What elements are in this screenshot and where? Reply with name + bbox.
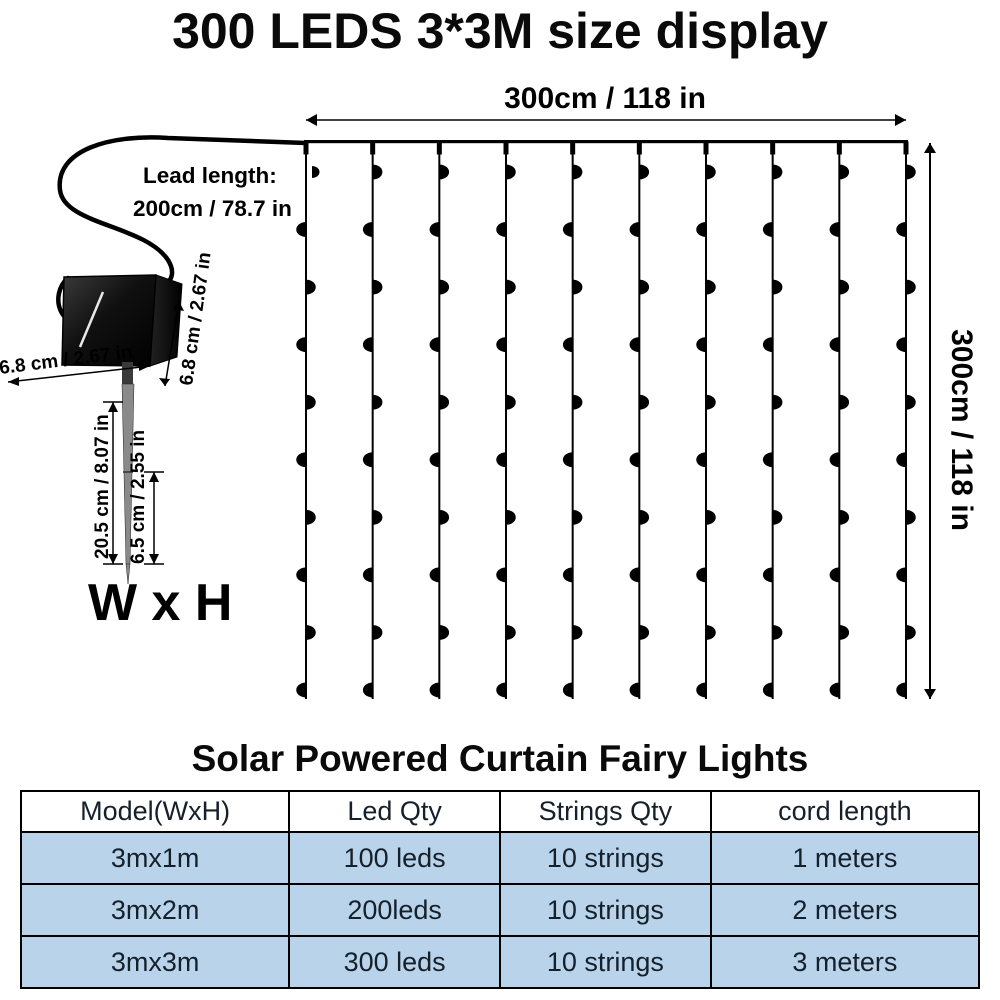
svg-text:6.5 cm / 2.55 in: 6.5 cm / 2.55 in	[128, 430, 149, 564]
svg-text:300cm / 118 in: 300cm / 118 in	[504, 82, 706, 115]
svg-text:Lead length:: Lead length:	[143, 163, 277, 188]
svg-text:W x H: W x H	[88, 574, 232, 632]
svg-text:200cm / 78.7 in: 200cm / 78.7 in	[133, 196, 292, 221]
svg-text:20.5 cm / 8.07 in: 20.5 cm / 8.07 in	[92, 414, 113, 559]
svg-text:300cm / 118 in: 300cm / 118 in	[945, 329, 978, 531]
svg-text:6.8 cm / 2.67 in: 6.8 cm / 2.67 in	[176, 251, 215, 387]
